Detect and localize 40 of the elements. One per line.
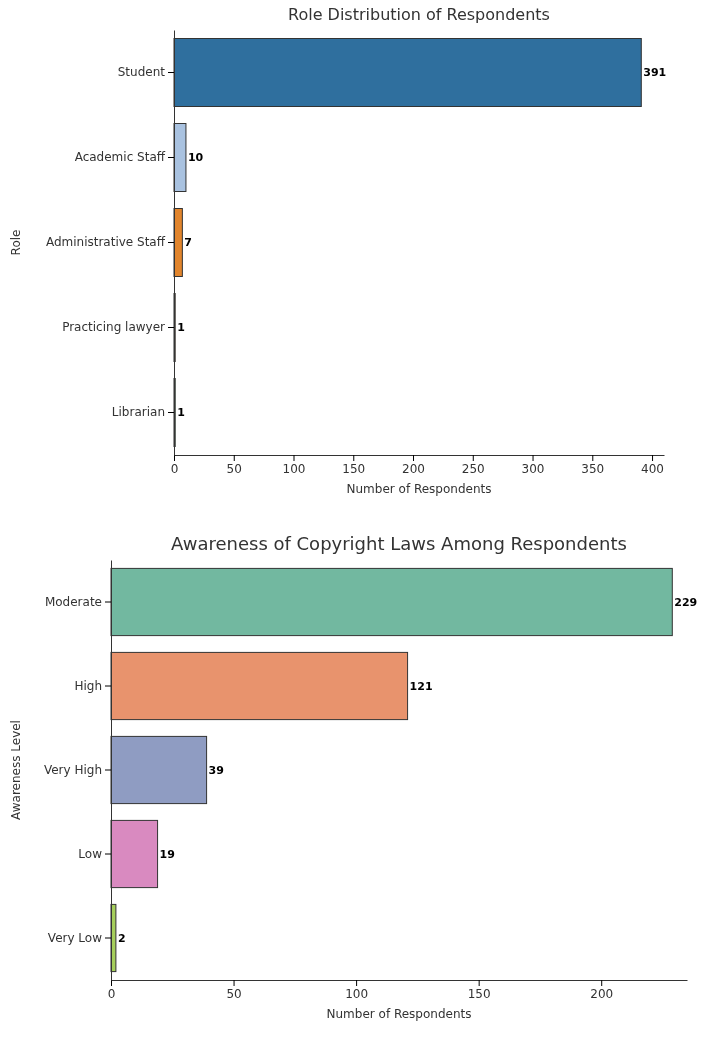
y-tick-label: Very Low bbox=[47, 930, 103, 945]
x-tick-label: 150 bbox=[467, 986, 491, 1001]
y-tick-label: Administrative Staff bbox=[45, 235, 166, 250]
x-tick-label: 100 bbox=[345, 986, 369, 1001]
x-tick-label: 200 bbox=[590, 986, 614, 1001]
x-tick-label: 0 bbox=[170, 461, 179, 476]
y-tick-label: Practicing lawyer bbox=[62, 320, 166, 335]
data-label: 1 bbox=[177, 406, 185, 420]
x-tick-label: 0 bbox=[107, 986, 116, 1001]
data-label: 391 bbox=[643, 66, 667, 80]
y-tick-label: Very High bbox=[43, 762, 102, 777]
x-tick-label: 100 bbox=[282, 461, 306, 476]
y-axis-title: Awareness Level bbox=[9, 720, 23, 820]
x-tick-label: 150 bbox=[342, 461, 366, 476]
chart-title: Awareness of Copyright Laws Among Respondents bbox=[171, 533, 627, 554]
data-label: 19 bbox=[159, 847, 175, 861]
x-tick-label: 300 bbox=[521, 461, 545, 476]
chart-title: Role Distribution of Respondents bbox=[288, 5, 550, 24]
x-axis-title: Number of Respondents bbox=[346, 482, 492, 496]
x-axis-title: Number of Respondents bbox=[326, 1007, 472, 1021]
data-label: 2 bbox=[117, 931, 126, 945]
x-tick-label: 50 bbox=[226, 461, 242, 476]
data-label: 7 bbox=[184, 236, 193, 250]
data-label: 229 bbox=[674, 595, 698, 609]
y-axis-title: Role bbox=[9, 229, 23, 256]
data-label: 39 bbox=[208, 763, 224, 777]
x-tick-label: 200 bbox=[402, 461, 425, 476]
y-tick-label: Librarian bbox=[111, 405, 165, 420]
data-label: 121 bbox=[409, 679, 433, 693]
data-label: 1 bbox=[177, 321, 185, 335]
y-tick-label: Moderate bbox=[44, 594, 102, 609]
data-label: 10 bbox=[187, 151, 204, 165]
y-tick-label: Student bbox=[117, 65, 166, 80]
y-tick-label: High bbox=[74, 678, 102, 693]
y-tick-label: Academic Staff bbox=[74, 150, 166, 165]
x-tick-label: 400 bbox=[641, 461, 664, 476]
y-tick-label: Low bbox=[78, 846, 103, 861]
x-tick-label: 250 bbox=[461, 461, 485, 476]
x-tick-label: 50 bbox=[226, 986, 242, 1001]
x-tick-label: 350 bbox=[581, 461, 605, 476]
